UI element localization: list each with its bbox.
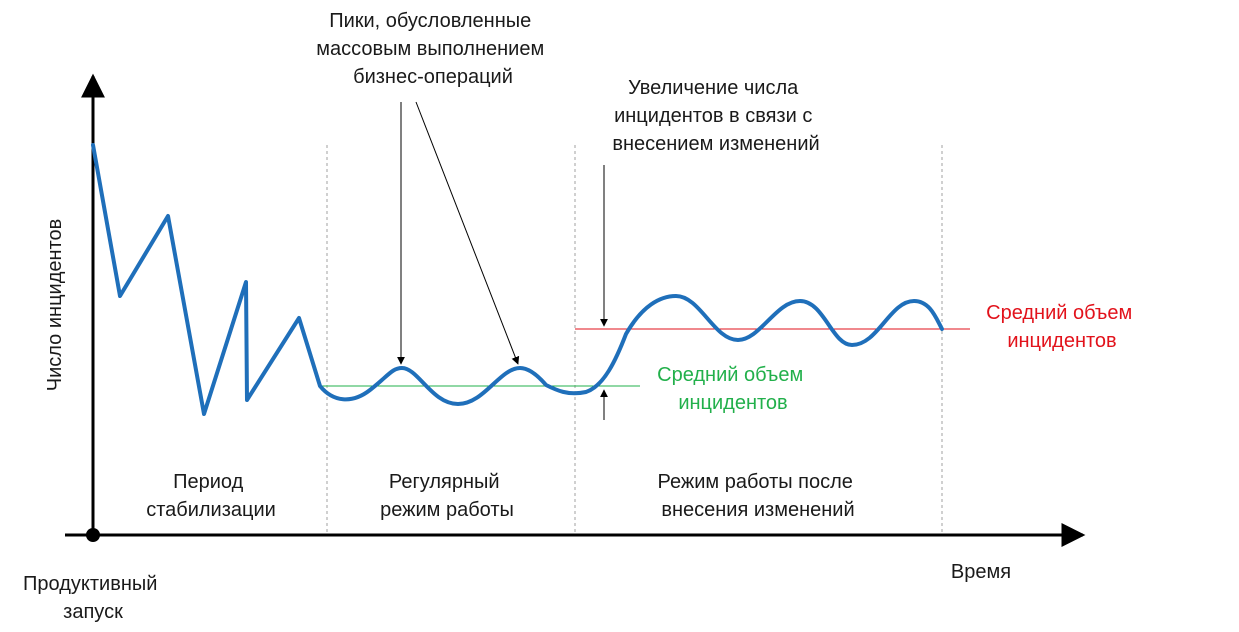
peaks-annotation: Пики, обусловленные массовым выполнением…: [316, 10, 550, 88]
period-label-regular: Регулярный режим работы: [380, 471, 514, 521]
y-axis-label: Число инцидентов: [44, 219, 66, 391]
increase-annotation: Увеличение числа инцидентов в связи с вн…: [612, 77, 819, 155]
period-label-stabilization: Период стабилизации: [146, 471, 276, 521]
average-label-after-change: Средний объем инцидентов: [986, 302, 1138, 352]
peak-arrow-2: [415, 101, 520, 365]
incident-curve: [91, 143, 944, 416]
x-axis-label: Время: [951, 561, 1011, 583]
origin-point: [86, 528, 100, 542]
period-label-after-change: Режим работы после внесения изменений: [657, 471, 858, 521]
average-label-regular: Средний объем инцидентов: [657, 364, 809, 414]
origin-label: Продуктивный запуск: [23, 573, 163, 623]
